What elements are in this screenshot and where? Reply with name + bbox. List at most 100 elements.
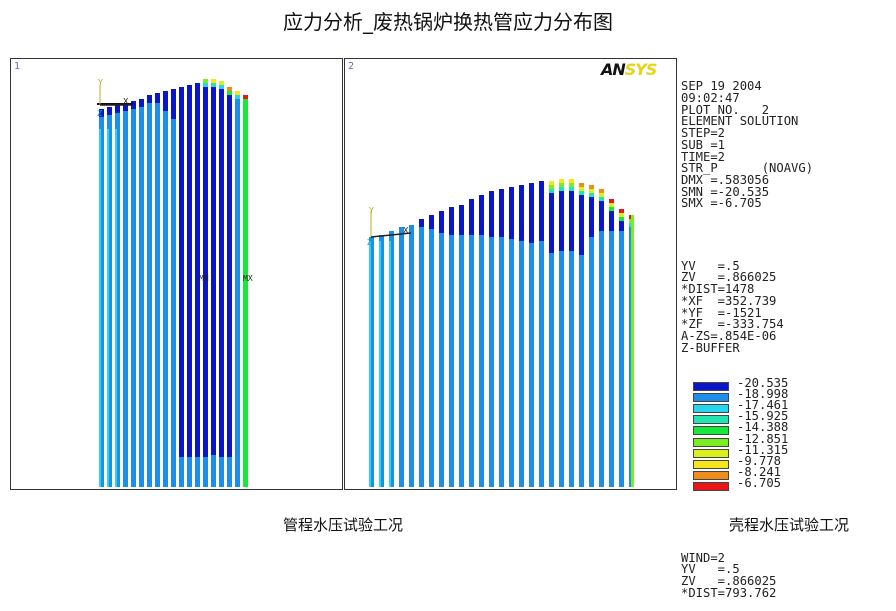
tube-segment xyxy=(599,197,604,201)
tube-segment xyxy=(589,189,594,193)
tube-bundle xyxy=(369,179,634,487)
view-line: Z-BUFFER xyxy=(681,340,740,355)
tube-segment xyxy=(219,85,224,89)
tube-segment xyxy=(389,231,394,487)
footer-line: WIND=2 xyxy=(681,550,726,565)
contour-swatch xyxy=(693,460,729,470)
tube-segment xyxy=(399,227,404,487)
tube-segment xyxy=(379,235,384,487)
tube-segment xyxy=(569,179,574,183)
tube-segment xyxy=(599,193,604,197)
tube-segment xyxy=(549,189,554,193)
contour-value: -8.241 xyxy=(737,465,782,480)
tube-segment xyxy=(115,129,117,487)
tube-segment xyxy=(99,109,104,117)
tube-segment xyxy=(179,457,184,487)
tube-segment xyxy=(489,237,494,487)
contour-value: -14.388 xyxy=(737,420,789,435)
tube-bundle xyxy=(97,79,248,487)
tube-segment xyxy=(115,105,120,487)
contour-value: -12.851 xyxy=(737,431,789,446)
tube-segment xyxy=(609,231,614,487)
contour-value: -18.998 xyxy=(737,386,789,401)
tube-segment xyxy=(195,83,200,457)
tube-segment xyxy=(479,235,484,487)
tube-segment xyxy=(211,87,216,455)
results-legend: SEP 19 2004 09:02:47 PLOT NO. 2 ELEMENT SOL… xyxy=(681,58,891,598)
tube-segment xyxy=(419,219,424,227)
footer-line: YV =.5 xyxy=(681,562,740,577)
ansys-logo: ANSYS xyxy=(601,60,657,79)
tube-segment xyxy=(569,191,574,251)
tube-segment xyxy=(235,99,240,107)
tube-segment xyxy=(155,103,160,487)
tube-segment xyxy=(579,255,584,487)
tube-segment xyxy=(107,129,109,487)
tube-segment xyxy=(589,193,594,197)
tube-segment xyxy=(589,237,594,487)
tube-segment xyxy=(99,129,101,487)
tube-segment xyxy=(599,201,604,231)
tube-segment xyxy=(559,187,564,191)
svg-text:X: X xyxy=(123,97,129,106)
header-line: PLOT NO. 2 xyxy=(681,102,770,117)
tube-segment xyxy=(529,183,534,243)
tube-segment xyxy=(131,101,136,487)
tube-segment xyxy=(419,227,424,487)
header-line: TIME=2 xyxy=(681,149,726,164)
tube-segment xyxy=(549,185,554,189)
tube-segment xyxy=(599,189,604,193)
tube-segment xyxy=(107,107,112,115)
tube-segment xyxy=(243,479,248,487)
svg-text:Z: Z xyxy=(97,109,103,118)
tube-segment xyxy=(227,91,232,95)
header-line: SMX =-6.705 xyxy=(681,196,762,211)
header-line: 09:02:47 xyxy=(681,91,740,106)
tube-segment xyxy=(549,193,554,253)
coordinate-triad: Y X Z xyxy=(367,206,412,247)
figure-title: 应力分析_废热锅炉换热管应力分布图 xyxy=(283,10,613,34)
contour-swatch xyxy=(693,415,729,425)
tube-segment xyxy=(609,207,614,211)
tube-segment xyxy=(163,111,168,487)
contour-swatch xyxy=(693,381,729,391)
caption-tube-side: 管程水压试验工况 xyxy=(283,516,404,534)
tube-segment xyxy=(369,241,371,487)
contour-value: -11.315 xyxy=(737,442,789,457)
contour-swatch xyxy=(693,482,729,492)
tube-stress-plot-2: Y X Z xyxy=(367,179,634,487)
header-line: ELEMENT SOLUTION xyxy=(681,114,799,129)
tube-segment xyxy=(619,217,624,221)
window-number: 1 xyxy=(14,61,21,72)
tube-segment xyxy=(147,95,152,103)
tube-segment xyxy=(369,237,374,487)
tube-segment xyxy=(519,185,524,241)
tube-segment xyxy=(619,231,624,487)
header-line: SUB =1 xyxy=(681,137,726,152)
tube-segment xyxy=(379,241,381,487)
svg-text:Z: Z xyxy=(367,238,373,247)
tube-segment xyxy=(139,99,144,487)
contour-swatch xyxy=(693,448,729,458)
header-line: STEP=2 xyxy=(681,126,726,141)
tube-segment xyxy=(589,197,594,237)
tube-segment xyxy=(147,103,152,487)
tube-segment xyxy=(97,103,133,105)
view-line: *DIST=1478 xyxy=(681,282,755,297)
tube-segment xyxy=(449,207,454,235)
header-line: DMX =.583056 xyxy=(681,172,770,187)
tube-segment xyxy=(619,213,624,217)
tube-segment xyxy=(203,457,208,487)
tube-segment xyxy=(227,95,232,457)
view-line: *ZF =-333.754 xyxy=(681,317,784,332)
contour-swatch xyxy=(693,392,729,402)
contour-legend: -20.535 -18.998 -17.461 -15.925 -14.388 -12.8… xyxy=(681,377,891,496)
header-line: STR_P (NOAVG) xyxy=(681,161,814,176)
tube-segment xyxy=(115,105,120,113)
contour-swatch xyxy=(693,437,729,447)
tube-segment xyxy=(139,99,144,107)
tube-segment xyxy=(559,179,564,183)
tube-segment xyxy=(459,205,464,235)
tube-segment xyxy=(509,239,514,487)
tube-segment xyxy=(609,211,614,231)
